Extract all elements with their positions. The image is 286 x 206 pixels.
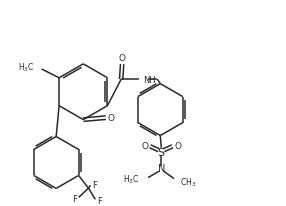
Text: O: O — [174, 141, 181, 150]
Text: F: F — [92, 180, 97, 189]
Text: O: O — [119, 54, 126, 63]
Text: H$_3$C: H$_3$C — [123, 173, 139, 185]
Text: S: S — [158, 147, 165, 157]
Text: O: O — [108, 114, 115, 123]
Text: F: F — [97, 196, 102, 205]
Text: N: N — [158, 163, 165, 173]
Text: F: F — [72, 194, 77, 203]
Text: CH$_3$: CH$_3$ — [180, 176, 196, 188]
Text: O: O — [141, 141, 148, 150]
Text: H$_3$C: H$_3$C — [18, 61, 34, 73]
Text: NH: NH — [143, 75, 155, 84]
